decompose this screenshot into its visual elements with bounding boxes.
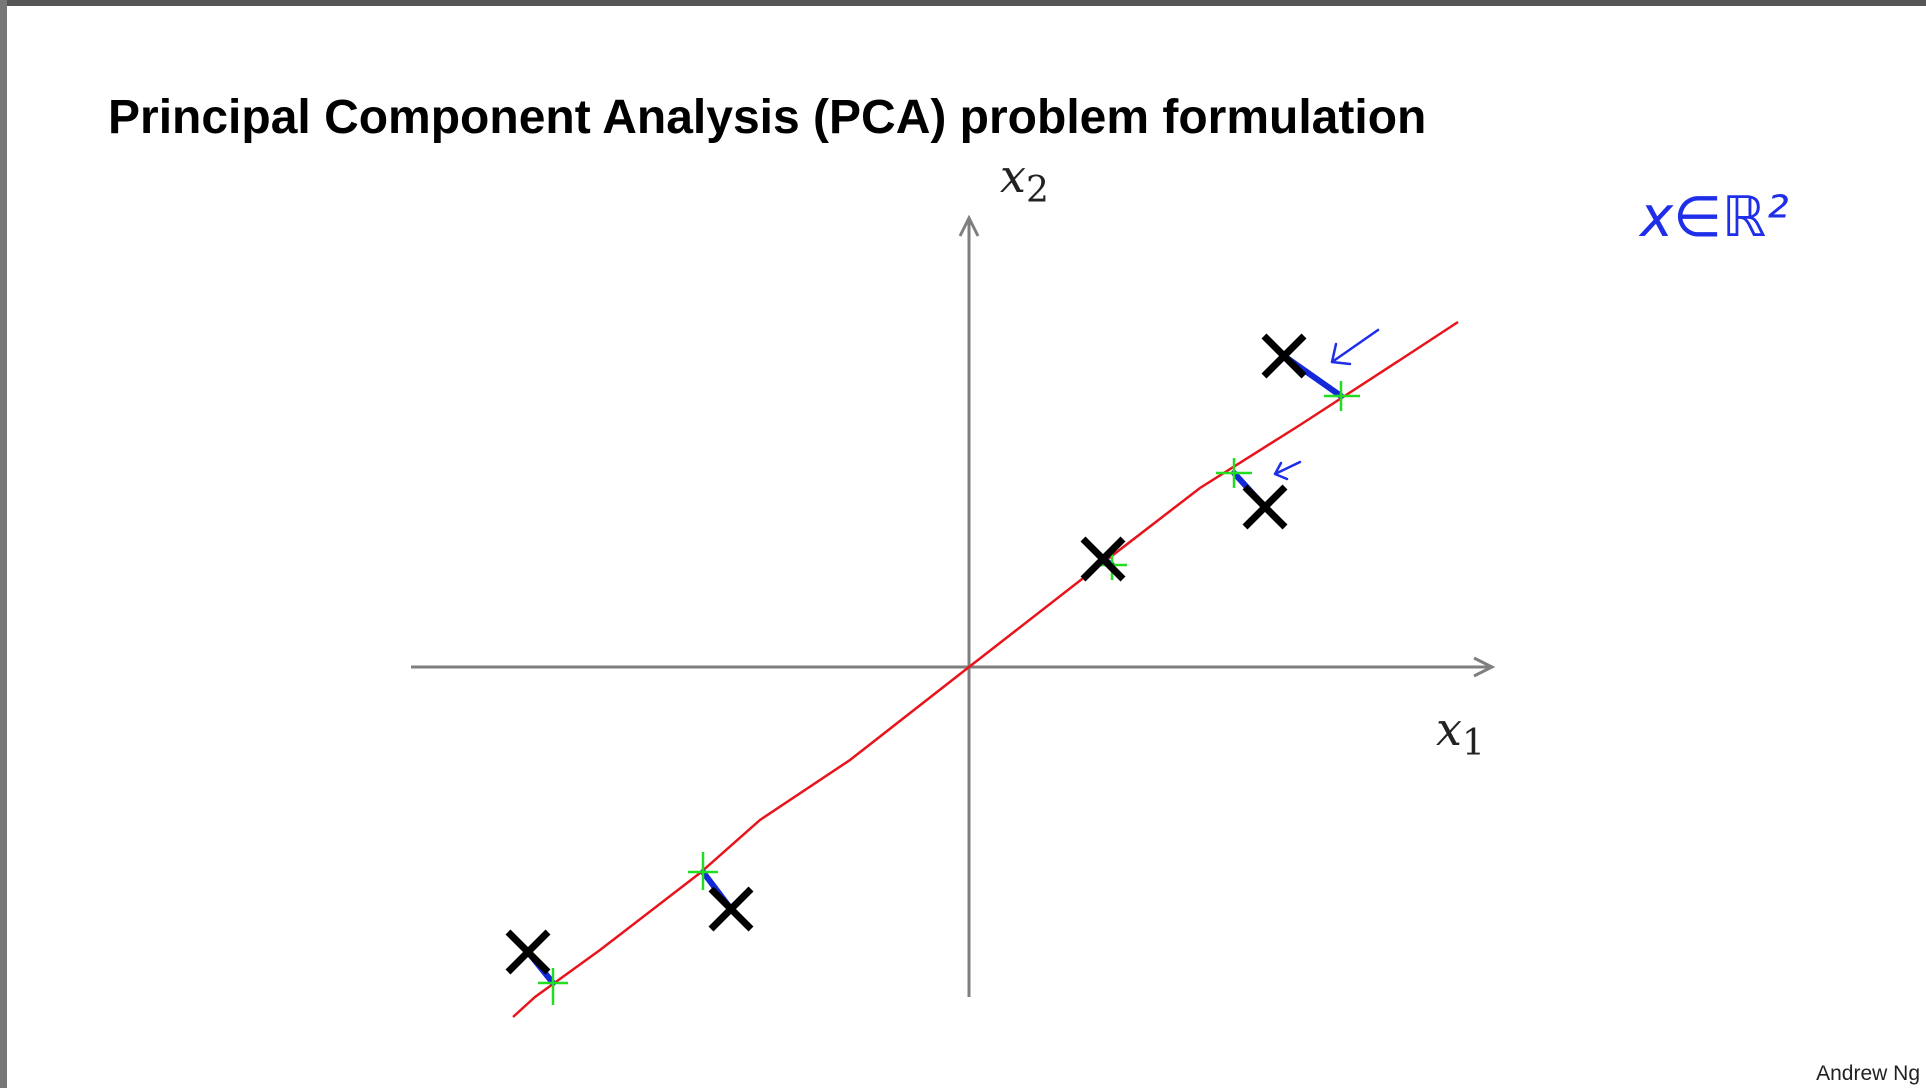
projected-point (688, 852, 718, 890)
hand-arrow (1273, 460, 1302, 481)
projected-point (1216, 458, 1252, 488)
hand-arrow (1330, 328, 1380, 366)
frame-top (0, 0, 1926, 6)
projection-line (512, 320, 1459, 1018)
data-point (1261, 333, 1307, 379)
x-axis-subscript: 1 (1462, 723, 1485, 764)
x-axis-letter: x (1436, 702, 1462, 756)
hand-arrows (1273, 328, 1380, 481)
projected-points (538, 381, 1360, 1005)
data-points (505, 333, 1307, 975)
data-point (505, 929, 551, 975)
data-point (708, 886, 754, 932)
handwritten-annotation: x∈ℝ² (1638, 185, 1789, 250)
y-axis-letter: x (1000, 149, 1026, 203)
x-axis-arrow (1473, 656, 1496, 678)
projected-point (1324, 381, 1360, 411)
frame-left (0, 0, 7, 1088)
x-axis-label: x1 (1436, 702, 1485, 764)
projected-point (538, 968, 568, 1005)
data-point (1242, 484, 1288, 530)
author-credit: Andrew Ng (1816, 1062, 1920, 1085)
y-axis-arrow (958, 214, 980, 237)
slide-title: Principal Component Analysis (PCA) probl… (108, 91, 1426, 144)
y-axis-label: x2 (1000, 149, 1049, 211)
data-point (1080, 536, 1126, 582)
y-axis-subscript: 2 (1026, 170, 1049, 211)
